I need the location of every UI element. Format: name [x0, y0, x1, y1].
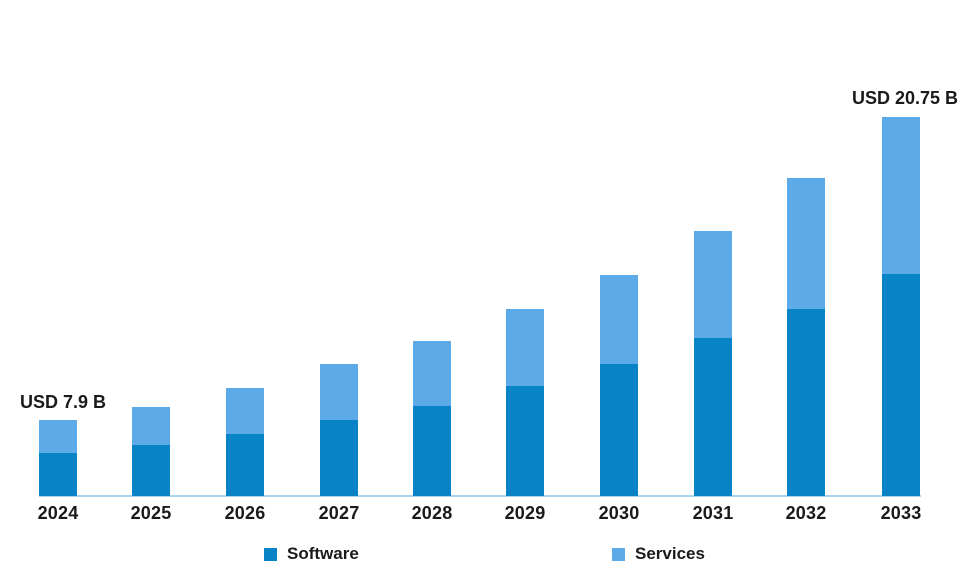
- services-swatch-icon: [612, 547, 625, 561]
- bar-segment-services-2030: [600, 275, 638, 364]
- x-tick-label-2026: 2026: [224, 503, 266, 523]
- x-tick-label-2030: 2030: [598, 503, 640, 523]
- bar-segment-services-2026: [226, 388, 264, 434]
- bar-2032: [787, 178, 825, 496]
- legend-label-software: Software: [287, 544, 359, 563]
- legend-item-services: Services: [612, 542, 705, 566]
- annotation-usd-20-75-b: USD 20.75 B: [852, 88, 959, 108]
- bar-segment-software-2029: [506, 386, 544, 496]
- x-tick-label-2028: 2028: [411, 503, 453, 523]
- x-axis-baseline: [39, 495, 921, 497]
- bar-segment-services-2025: [132, 407, 170, 445]
- x-tick-label-2031: 2031: [692, 503, 734, 523]
- bar-segment-software-2030: [600, 364, 638, 496]
- bar-segment-services-2024: [39, 420, 77, 453]
- x-tick-label-2024: 2024: [37, 503, 79, 523]
- bar-segment-services-2029: [506, 309, 544, 386]
- bar-segment-services-2027: [320, 364, 358, 420]
- bar-segment-software-2024: [39, 453, 77, 496]
- bar-2030: [600, 275, 638, 496]
- bar-2029: [506, 309, 544, 496]
- bar-segment-services-2031: [694, 231, 732, 338]
- bar-2026: [226, 388, 264, 496]
- software-swatch-icon: [264, 547, 277, 561]
- bar-segment-services-2032: [787, 178, 825, 309]
- legend: Software Services: [0, 542, 963, 566]
- bar-2025: [132, 407, 170, 496]
- x-tick-label-2029: 2029: [504, 503, 546, 523]
- bar-2024: [39, 420, 77, 496]
- bar-segment-software-2028: [413, 406, 451, 496]
- bar-segment-software-2031: [694, 338, 732, 496]
- bar-2027: [320, 364, 358, 496]
- bar-2028: [413, 341, 451, 496]
- bar-segment-software-2033: [882, 274, 920, 496]
- bar-segment-software-2025: [132, 445, 170, 496]
- bar-segment-software-2027: [320, 420, 358, 496]
- bar-segment-services-2033: [882, 117, 920, 274]
- legend-item-software: Software: [264, 542, 359, 566]
- x-tick-label-2025: 2025: [130, 503, 172, 523]
- bar-segment-software-2026: [226, 434, 264, 496]
- bar-segment-services-2028: [413, 341, 451, 406]
- legend-label-services: Services: [635, 544, 705, 563]
- x-tick-label-2027: 2027: [318, 503, 360, 523]
- bar-2033: [882, 117, 920, 496]
- annotation-usd-7-9-b: USD 7.9 B: [20, 392, 107, 412]
- x-tick-label-2032: 2032: [785, 503, 827, 523]
- bar-2031: [694, 231, 732, 496]
- bar-segment-software-2032: [787, 309, 825, 496]
- x-tick-label-2033: 2033: [880, 503, 922, 523]
